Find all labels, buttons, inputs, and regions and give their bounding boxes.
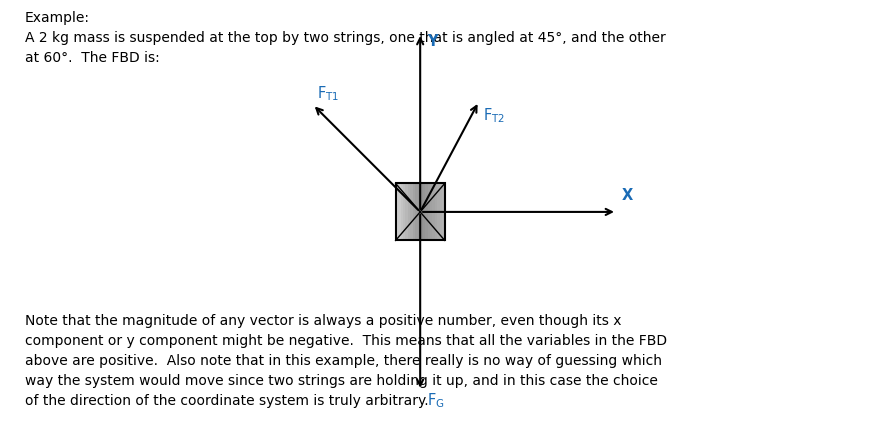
- Bar: [401, 184, 404, 241]
- Bar: [423, 184, 426, 241]
- Bar: [427, 184, 431, 241]
- Bar: [395, 184, 445, 241]
- Bar: [420, 184, 424, 241]
- Text: Example:
A 2 kg mass is suspended at the top by two strings, one that is angled : Example: A 2 kg mass is suspended at the…: [25, 11, 666, 65]
- Bar: [443, 184, 445, 241]
- Bar: [398, 184, 401, 241]
- Bar: [417, 184, 421, 241]
- Bar: [403, 184, 406, 241]
- Bar: [433, 184, 435, 241]
- Bar: [434, 184, 438, 241]
- Bar: [395, 184, 399, 241]
- Bar: [425, 184, 428, 241]
- Text: $\mathrm{F_{T1}}$: $\mathrm{F_{T1}}$: [317, 85, 340, 103]
- Bar: [413, 184, 416, 241]
- Text: Y: Y: [427, 34, 438, 49]
- Bar: [408, 184, 411, 241]
- Text: X: X: [621, 187, 633, 202]
- Text: $\mathrm{F_G}$: $\mathrm{F_G}$: [427, 391, 445, 410]
- Bar: [415, 184, 418, 241]
- Bar: [410, 184, 414, 241]
- Bar: [440, 184, 443, 241]
- Text: $\mathrm{F_{T2}}$: $\mathrm{F_{T2}}$: [484, 106, 506, 125]
- Bar: [430, 184, 434, 241]
- Bar: [437, 184, 441, 241]
- Text: Note that the magnitude of any vector is always a positive number, even though i: Note that the magnitude of any vector is…: [25, 313, 667, 407]
- Bar: [405, 184, 409, 241]
